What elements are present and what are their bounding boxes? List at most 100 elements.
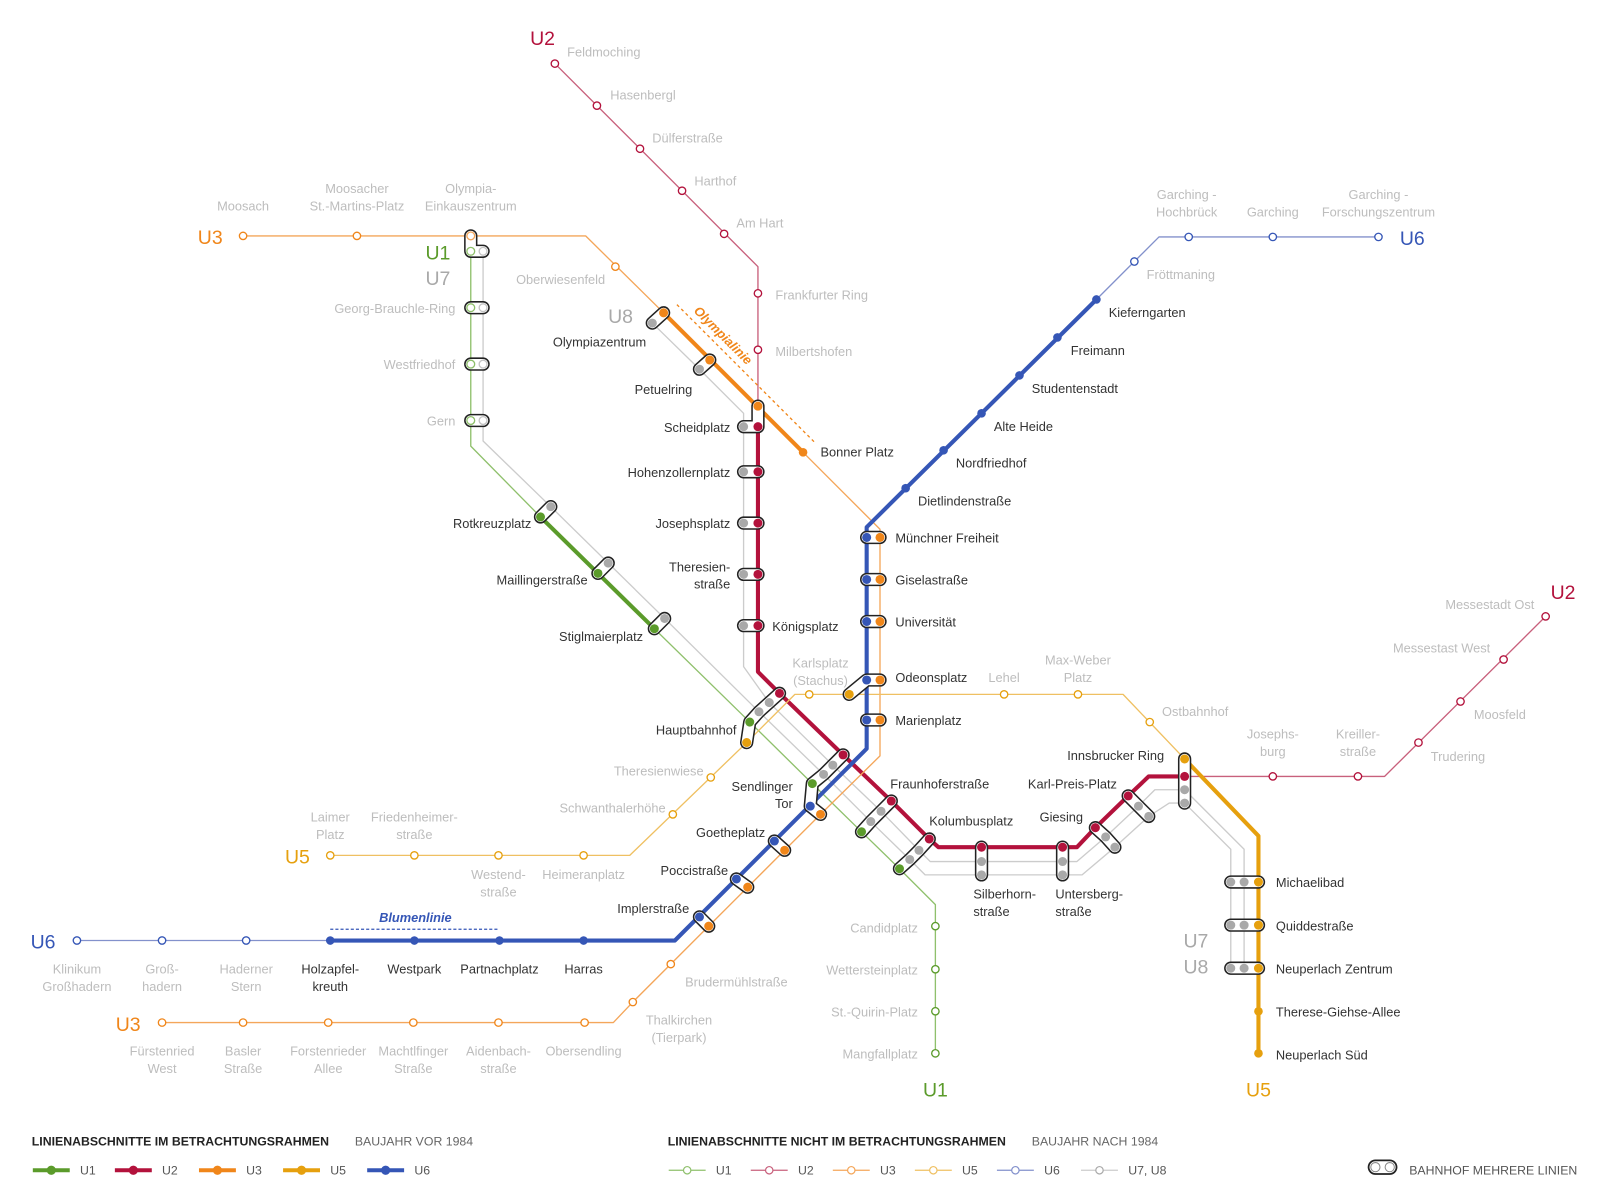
station-label-line: Platz	[1064, 670, 1092, 685]
interchange-platform	[647, 318, 657, 328]
station-label: Karlsplatz (Stachus)	[792, 656, 848, 688]
interchange-station	[645, 306, 671, 330]
legend-item-u3: U3	[198, 1163, 262, 1177]
line-badge-u2: U2	[1551, 582, 1576, 604]
station-label: Holzapfel-kreuth	[301, 961, 359, 993]
u3-station-open	[157, 1018, 167, 1027]
station-label-line: Forstenrieder	[290, 1043, 367, 1058]
line-badge-u3: U3	[198, 227, 223, 249]
interchange-platform-open	[466, 415, 476, 426]
interchange-platform	[1090, 823, 1100, 833]
station-label-line: St.-Quirin-Platz	[831, 1004, 918, 1019]
station-label: Universität	[895, 615, 956, 630]
station-label-line: Garching -	[1349, 187, 1409, 202]
u1-station-open	[931, 964, 940, 974]
blumenlinie-label: Blumenlinie	[379, 910, 452, 925]
u6-station-open	[1184, 232, 1194, 242]
interchange-platform	[977, 870, 987, 880]
u5-station-open	[804, 690, 814, 699]
interchange-platform	[807, 779, 817, 789]
interchange-station	[740, 686, 787, 750]
interchange-platform	[816, 809, 826, 819]
legend-item-label: U1	[80, 1163, 96, 1177]
station-label-line: Wettersteinplatz	[826, 962, 918, 977]
interchange-platform	[1253, 963, 1263, 973]
station-label: Aidenbach-straße	[466, 1043, 531, 1075]
interchange-platform-open	[466, 246, 476, 256]
station-label-line: Maillingerstraße	[497, 573, 588, 588]
u5-station	[1254, 1049, 1263, 1058]
station-label: Josephs-burg	[1247, 726, 1299, 758]
station-label-line: Münchner Freiheit	[895, 531, 999, 546]
station-label: Obersendling	[545, 1043, 621, 1058]
station-label: Therese-Giehse-Allee	[1276, 1004, 1401, 1019]
station-label-line: Hauptbahnhof	[656, 722, 737, 737]
interchange-platform	[977, 842, 987, 852]
station-label-line: Einkauszentrum	[425, 198, 517, 213]
u2-inactive-segment	[1184, 615, 1547, 778]
station-label: Westfriedhof	[384, 357, 456, 372]
station-label: Goetheplatz	[696, 825, 765, 840]
station-label-line: Innsbrucker Ring	[1067, 748, 1164, 763]
station-label-line: Michaelibad	[1276, 875, 1344, 890]
line-badges: U2 U3 U1 U7 U8 U6 U2 U5 U6 U3 U1 U5 U7 U8	[31, 28, 1576, 1101]
legend-item-label: U2	[162, 1163, 178, 1177]
station-label: Kolumbusplatz	[929, 814, 1013, 829]
station-label: Garching - Forschungszentrum	[1322, 187, 1435, 219]
station-label-line: Thalkirchen	[646, 1013, 712, 1028]
line-badge-u5: U5	[285, 847, 310, 869]
interchange-platform	[1239, 920, 1249, 930]
interchange-station	[729, 872, 755, 894]
station-label-line: Josephs-	[1247, 726, 1299, 741]
u6-station	[1092, 295, 1101, 304]
legend-item-label: U5	[962, 1163, 978, 1177]
interchange-platform	[875, 715, 885, 725]
station-labels: Feldmoching Hasenbergl Dülferstraße Harthof…	[42, 44, 1534, 1075]
interchange-platform-open	[478, 246, 488, 256]
u3-station-open	[408, 1018, 418, 1027]
line-badge-u6: U6	[1400, 228, 1425, 250]
legend-item-label: U3	[246, 1163, 262, 1177]
station-label: Rotkreuzplatz	[453, 516, 531, 531]
station-label: Garching	[1247, 204, 1299, 219]
station-label: Trudering	[1431, 749, 1485, 764]
interchange-station	[591, 556, 615, 580]
station-label: Heimeranplatz	[542, 867, 625, 882]
interchange-platform	[1239, 877, 1249, 887]
station-label: Oberwiesenfeld	[516, 272, 605, 287]
station-label: Gern	[427, 414, 455, 429]
station-label: Fröttmaning	[1147, 267, 1215, 282]
u3-inactive-segment	[162, 451, 881, 1024]
u2-station-open	[753, 288, 763, 298]
station-label: Hauptbahnhof	[656, 722, 737, 737]
u2-station-open	[677, 186, 687, 196]
station-label-line: Schwanthalerhöhe	[560, 800, 666, 815]
double-ring-icon	[1367, 1159, 1398, 1175]
station-label-line: Fraunhoferstraße	[890, 777, 989, 792]
station-label-line: West	[148, 1061, 177, 1076]
u6-station	[977, 409, 986, 418]
station-label-line: Oberwiesenfeld	[516, 272, 605, 287]
station-label-line: straße	[480, 1061, 516, 1076]
u5-station-open	[325, 851, 335, 860]
interchange-station	[842, 673, 887, 702]
station-label-line: Marienplatz	[895, 713, 961, 728]
station-label-line: Platz	[316, 827, 344, 842]
interchange-platform	[593, 568, 603, 578]
station-label: Nordfriedhof	[956, 456, 1027, 471]
line-badge-u6: U6	[31, 932, 56, 954]
station-label-line: straße	[480, 884, 516, 899]
interchange-platform	[1253, 920, 1263, 930]
line-badge-u8: U8	[608, 306, 633, 328]
u6-station	[579, 936, 588, 945]
interchange-platform	[876, 806, 886, 816]
interchange-platform-open	[466, 359, 476, 369]
interchange-station	[464, 301, 490, 315]
interchange-station	[892, 832, 936, 876]
interchange-station	[736, 399, 765, 434]
station-label: Neuperlach Süd	[1276, 1047, 1368, 1062]
station-label: Hohenzollernplatz	[628, 465, 731, 480]
station-label-line: Messestast West	[1393, 640, 1491, 655]
legend-station-swatch	[1095, 1165, 1104, 1175]
interchange-platform	[753, 401, 763, 411]
